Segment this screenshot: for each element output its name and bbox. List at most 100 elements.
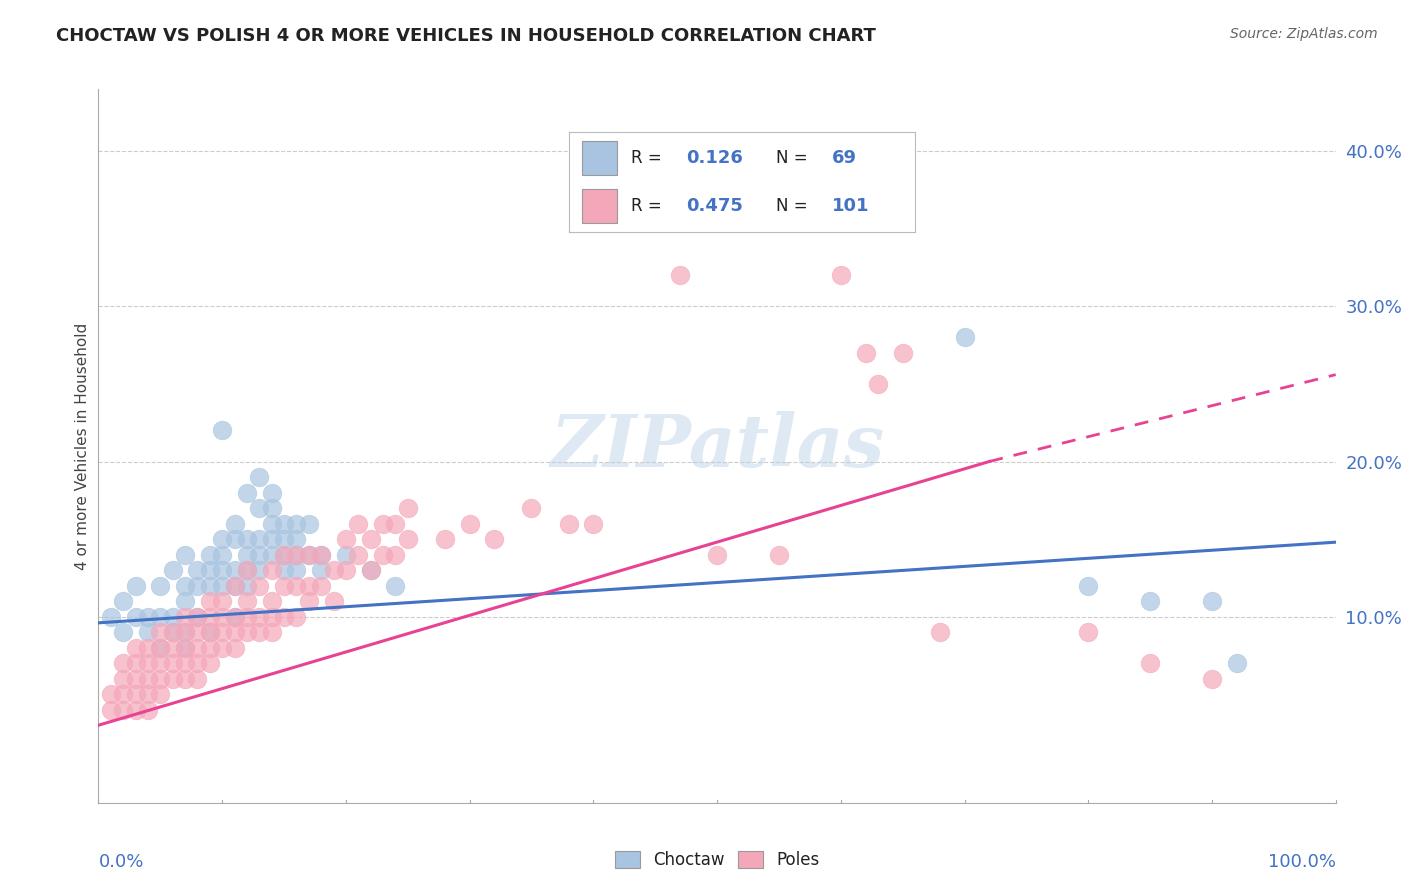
Point (224, 640, 246, 655)
Point (186, 609, 208, 624)
Point (706, 548, 728, 562)
Point (236, 609, 259, 624)
Point (112, 687, 135, 701)
Text: N =: N = (776, 197, 808, 215)
Point (347, 516, 370, 531)
Point (247, 501, 270, 516)
Point (298, 594, 321, 608)
Point (186, 672, 208, 686)
Point (273, 548, 295, 562)
Point (309, 548, 332, 562)
Point (273, 516, 295, 531)
Point (285, 609, 308, 624)
Point (186, 656, 208, 670)
Text: CHOCTAW VS POLISH 4 OR MORE VEHICLES IN HOUSEHOLD CORRELATION CHART: CHOCTAW VS POLISH 4 OR MORE VEHICLES IN … (56, 27, 876, 45)
Point (149, 579, 172, 593)
Point (1077, 625, 1099, 640)
Point (335, 563, 357, 577)
Point (211, 579, 233, 593)
Point (260, 485, 283, 500)
Point (186, 563, 208, 577)
Point (285, 563, 308, 577)
Point (236, 625, 259, 640)
Point (186, 579, 208, 593)
Point (273, 609, 295, 624)
Point (124, 703, 146, 717)
Point (298, 579, 321, 593)
Point (162, 672, 184, 686)
Point (136, 656, 159, 670)
Point (247, 579, 270, 593)
Point (162, 609, 184, 624)
Point (236, 532, 259, 546)
Point (124, 640, 146, 655)
Point (260, 501, 283, 516)
Point (224, 532, 246, 546)
Point (149, 687, 172, 701)
Point (149, 609, 172, 624)
Point (224, 579, 246, 593)
Text: ZIPatlas: ZIPatlas (550, 410, 884, 482)
Text: 0.0%: 0.0% (98, 853, 143, 871)
Point (136, 672, 159, 686)
Point (162, 563, 184, 577)
Point (371, 548, 394, 562)
Point (211, 594, 233, 608)
Point (174, 640, 197, 655)
Point (162, 625, 184, 640)
Point (174, 656, 197, 670)
Point (174, 594, 197, 608)
Point (309, 563, 332, 577)
Point (149, 656, 172, 670)
Point (335, 532, 357, 546)
Point (1201, 672, 1223, 686)
Point (260, 516, 283, 531)
Point (198, 594, 221, 608)
Point (285, 516, 308, 531)
Point (1139, 656, 1161, 670)
Point (260, 594, 283, 608)
Y-axis label: 4 or more Vehicles in Household: 4 or more Vehicles in Household (75, 322, 90, 570)
Point (855, 346, 877, 360)
Point (260, 609, 283, 624)
Point (198, 656, 221, 670)
Point (396, 501, 419, 516)
Point (211, 640, 233, 655)
Point (830, 268, 852, 283)
Point (174, 579, 197, 593)
Point (1201, 594, 1223, 608)
Point (298, 548, 321, 562)
Point (557, 516, 579, 531)
Point (520, 501, 543, 516)
Point (124, 687, 146, 701)
Point (247, 532, 270, 546)
Point (236, 563, 259, 577)
Text: 0.126: 0.126 (686, 149, 744, 167)
Point (112, 656, 135, 670)
Point (644, 206, 666, 220)
Point (247, 548, 270, 562)
Point (174, 625, 197, 640)
Point (186, 640, 208, 655)
Point (149, 640, 172, 655)
Point (384, 516, 406, 531)
Point (260, 548, 283, 562)
Point (198, 640, 221, 655)
Point (198, 625, 221, 640)
Point (162, 640, 184, 655)
Point (360, 563, 382, 577)
Point (149, 672, 172, 686)
Legend: Choctaw, Poles: Choctaw, Poles (614, 851, 820, 870)
Point (273, 548, 295, 562)
Point (198, 548, 221, 562)
Point (458, 516, 481, 531)
Point (396, 532, 419, 546)
Point (149, 640, 172, 655)
Point (198, 609, 221, 624)
Point (953, 330, 976, 344)
Point (384, 579, 406, 593)
Point (162, 625, 184, 640)
Point (224, 625, 246, 640)
Point (124, 656, 146, 670)
Text: N =: N = (776, 149, 808, 167)
